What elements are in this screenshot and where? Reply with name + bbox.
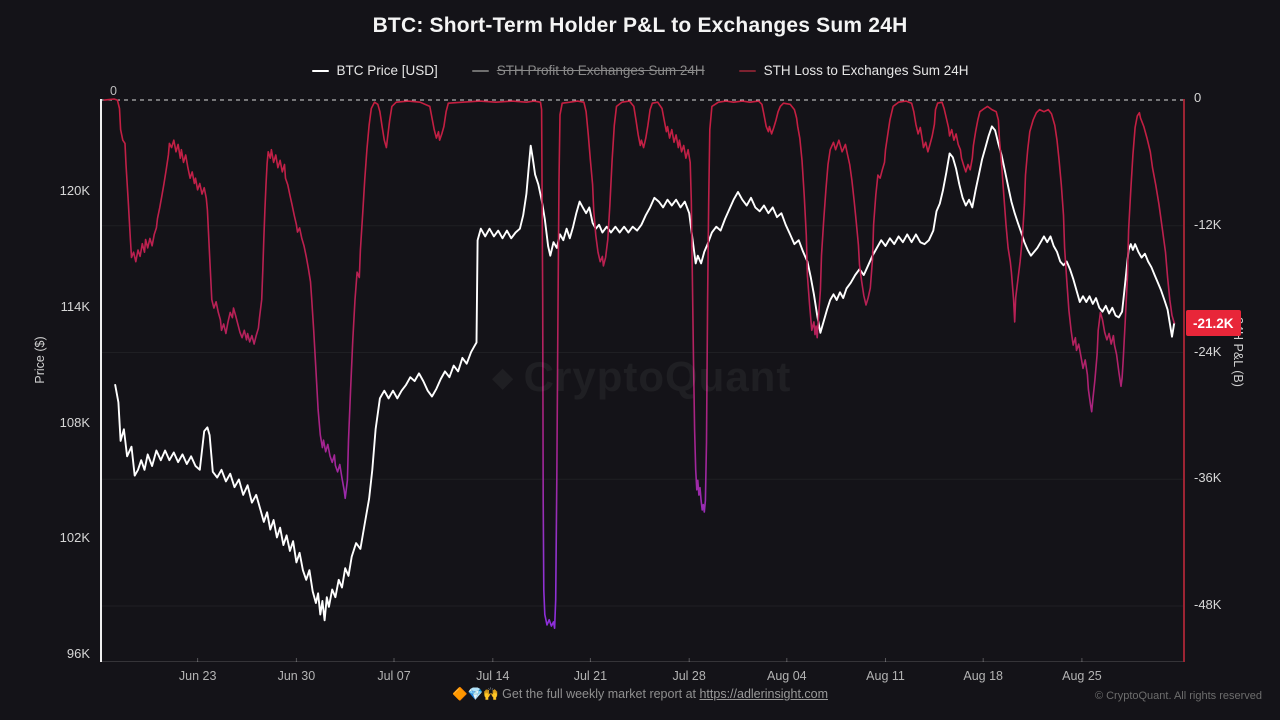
legend-dash-icon xyxy=(471,69,489,72)
promo-icons: 🔶💎🙌 xyxy=(451,687,499,701)
y-axis-tick-left: 102K xyxy=(59,530,90,546)
x-axis-tick: Jul 07 xyxy=(377,669,411,683)
x-axis-tick: Aug 25 xyxy=(1062,669,1102,683)
legend-label: BTC Price [USD] xyxy=(336,63,438,78)
chart-legend: BTC Price [USD] STH Profit to Exchanges … xyxy=(0,63,1280,78)
x-axis-tick: Jun 30 xyxy=(277,669,316,683)
legend-item-btc-price[interactable]: BTC Price [USD] xyxy=(311,63,438,78)
promo-link[interactable]: https://adlerinsight.com xyxy=(699,687,829,701)
y-axis-tick-right: -12K xyxy=(1194,216,1222,232)
last-value-badge: -21.2K xyxy=(1186,310,1241,336)
footer-promo: 🔶💎🙌 Get the full weekly market report at… xyxy=(0,687,1280,702)
zero-label-left: 0 xyxy=(110,84,117,98)
y-axis-tick-left: 120K xyxy=(59,182,90,198)
x-axis-tick: Jul 21 xyxy=(573,669,608,683)
x-axis-tick: Jul 28 xyxy=(672,669,706,683)
x-axis-tick: Aug 04 xyxy=(766,669,807,683)
legend-item-sth-profit[interactable]: STH Profit to Exchanges Sum 24H xyxy=(471,63,705,78)
legend-dash-icon xyxy=(311,69,329,72)
legend-label: STH Loss to Exchanges Sum 24H xyxy=(763,63,969,78)
page-title: BTC: Short-Term Holder P&L to Exchanges … xyxy=(372,14,908,37)
legend-label: STH Profit to Exchanges Sum 24H xyxy=(496,63,705,78)
promo-text: Get the full weekly market report at xyxy=(498,687,700,701)
x-axis-tick: Aug 18 xyxy=(963,669,1003,683)
y-axis-title-price: Price ($) xyxy=(33,336,47,384)
chart-plot-area[interactable] xyxy=(100,98,1185,662)
x-axis-tick: Aug 11 xyxy=(866,669,905,683)
plot-svg xyxy=(100,98,1185,662)
copyright-text: © CryptoQuant. All rights reserved xyxy=(1094,690,1262,702)
y-axis-tick-left: 96K xyxy=(66,646,90,662)
y-axis-tick-left: 108K xyxy=(59,414,90,430)
legend-item-sth-loss[interactable]: STH Loss to Exchanges Sum 24H xyxy=(738,63,969,78)
legend-dash-icon xyxy=(738,69,756,72)
x-axis-tick: Jul 14 xyxy=(476,669,510,683)
y-axis-tick-right: -36K xyxy=(1194,470,1222,486)
y-axis-tick-right: -24K xyxy=(1194,343,1222,359)
x-axis-tick: Jun 23 xyxy=(178,669,217,683)
y-axis-tick-left: 114K xyxy=(60,298,90,314)
y-axis-tick-right: -48K xyxy=(1194,597,1222,613)
y-axis-tick-right: 0 xyxy=(1194,90,1202,105)
